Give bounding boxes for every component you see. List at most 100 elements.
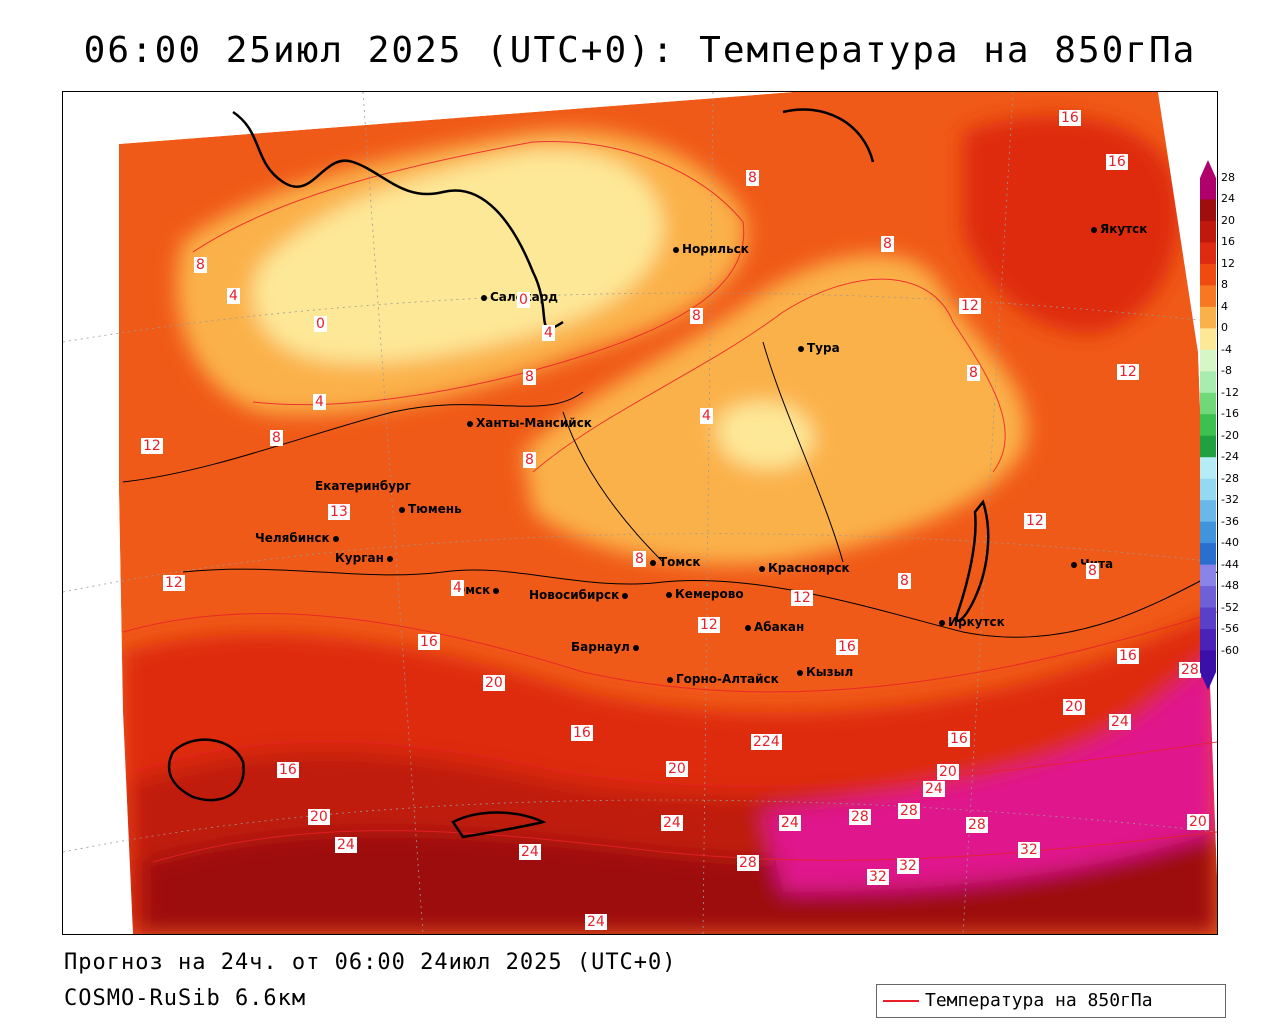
city-kyzyl: Кызыл (797, 665, 853, 679)
colorbar-tick-label: 12 (1221, 256, 1235, 270)
contour-label: 28 (1179, 662, 1201, 678)
contour-label: 8 (1086, 563, 1099, 579)
city-khanty-mansiysk: Ханты-Мансийск (467, 416, 592, 430)
contour-label: 8 (633, 551, 646, 567)
colorbar-band (1200, 543, 1216, 566)
colorbar-tick-label: -48 (1221, 579, 1239, 593)
contour-label: 24 (923, 781, 945, 797)
contour-label: 16 (1106, 154, 1128, 170)
contour-label: 28 (737, 855, 759, 871)
model-name: COSMO-RuSib 6.6км (64, 986, 307, 1011)
city-novosibirsk: Новосибирск (529, 588, 631, 602)
contour-label: 4 (451, 580, 464, 596)
colorbar-tick-label: -16 (1221, 407, 1239, 421)
contour-label: 24 (661, 815, 683, 831)
legend-line-swatch (883, 1000, 919, 1002)
colorbar-band (1200, 586, 1216, 609)
contour-label: 8 (270, 430, 283, 446)
contour-label: 28 (849, 809, 871, 825)
colorbar-tick-label: -56 (1221, 622, 1239, 636)
colorbar-tick-label: -36 (1221, 514, 1239, 528)
contour-label: 16 (836, 639, 858, 655)
city-tura: Тура (798, 341, 840, 355)
legend-label: Температура на 850гПа (925, 990, 1153, 1011)
contour-label: 24 (779, 815, 801, 831)
colorbar-band (1200, 521, 1216, 544)
city-norilsk: Норильск (673, 242, 749, 256)
contour-label: 8 (523, 369, 536, 385)
legend: Температура на 850гПа (876, 984, 1226, 1018)
contour-label: 8 (746, 170, 759, 186)
colorbar-tick-label: -60 (1221, 643, 1239, 657)
contour-label: 12 (791, 590, 813, 606)
colorbar-band (1200, 371, 1216, 394)
colorbar-band (1200, 500, 1216, 523)
colorbar-band (1200, 349, 1216, 372)
colorbar-tick-label: -4 (1221, 342, 1232, 356)
contour-label: 16 (1059, 110, 1081, 126)
contour-label: 32 (1018, 842, 1040, 858)
colorbar-band (1200, 328, 1216, 351)
colorbar-tick-label: 4 (1221, 299, 1228, 313)
city-kurgan: Курган (335, 551, 396, 565)
colorbar-arrow-bottom (1200, 672, 1216, 690)
colorbar-band (1200, 306, 1216, 329)
contour-label: 28 (898, 803, 920, 819)
temperature-field (63, 92, 1217, 934)
colorbar-tick-label: -32 (1221, 493, 1239, 507)
city-tomsk: Томск (650, 555, 701, 569)
contour-label: 8 (967, 365, 980, 381)
colorbar-tick-label: -20 (1221, 428, 1239, 442)
colorbar-tick-label: -28 (1221, 471, 1239, 485)
contour-label: 4 (542, 325, 555, 341)
city-kemerovo: Кемерово (666, 587, 744, 601)
colorbar-band (1200, 392, 1216, 415)
colorbar-band (1200, 457, 1216, 480)
colorbar-tick-label: 24 (1221, 192, 1235, 206)
colorbar-tick-label: -12 (1221, 385, 1239, 399)
contour-label: 0 (314, 316, 327, 332)
city-yekaterinburg: Екатеринбург (315, 479, 411, 493)
colorbar (1200, 160, 1216, 690)
colorbar-band (1200, 263, 1216, 286)
city-irkutsk: Иркутск (939, 615, 1005, 629)
contour-label: 20 (1063, 699, 1085, 715)
contour-label: 8 (881, 236, 894, 252)
map-area: Норильск Салехард Тура Якутск Ханты-Манс… (62, 91, 1218, 935)
city-yakutsk: Якутск (1091, 222, 1147, 236)
colorbar-tick-label: -44 (1221, 557, 1239, 571)
contour-label: 20 (666, 761, 688, 777)
colorbar-band (1200, 564, 1216, 587)
contour-label: 24 (335, 837, 357, 853)
colorbar-band (1200, 242, 1216, 265)
colorbar-band (1200, 199, 1216, 222)
colorbar-tick-label: -8 (1221, 364, 1232, 378)
city-abakan: Абакан (745, 620, 804, 634)
city-chelyabinsk: Челябинск (255, 531, 342, 545)
contour-label: 12 (1117, 364, 1139, 380)
contour-label: 12 (163, 575, 185, 591)
colorbar-band (1200, 220, 1216, 243)
colorbar-band (1200, 650, 1216, 673)
contour-label: 24 (585, 914, 607, 930)
colorbar-tick-label: -24 (1221, 450, 1239, 464)
colorbar-band (1200, 607, 1216, 630)
contour-label: 32 (867, 869, 889, 885)
contour-label: 12 (698, 617, 720, 633)
colorbar-tick-label: 16 (1221, 235, 1235, 249)
contour-label: 8 (898, 573, 911, 589)
colorbar-tick-label: 28 (1221, 171, 1235, 184)
colorbar-band (1200, 285, 1216, 308)
contour-label: 16 (948, 731, 970, 747)
colorbar-band (1200, 478, 1216, 501)
contour-label: 8 (690, 308, 703, 324)
contour-label: 4 (700, 408, 713, 424)
forecast-info: Прогноз на 24ч. от 06:00 24июл 2025 (UTC… (64, 950, 677, 975)
contour-label: 16 (571, 725, 593, 741)
contour-label: 224 (751, 734, 782, 750)
map-title: 06:00 25июл 2025 (UTC+0): Температура на… (83, 30, 1197, 71)
city-krasnoyarsk: Красноярск (759, 561, 850, 575)
colorbar-arrow-top (1200, 160, 1216, 178)
colorbar-band (1200, 629, 1216, 652)
colorbar-tick-label: -52 (1221, 600, 1239, 614)
